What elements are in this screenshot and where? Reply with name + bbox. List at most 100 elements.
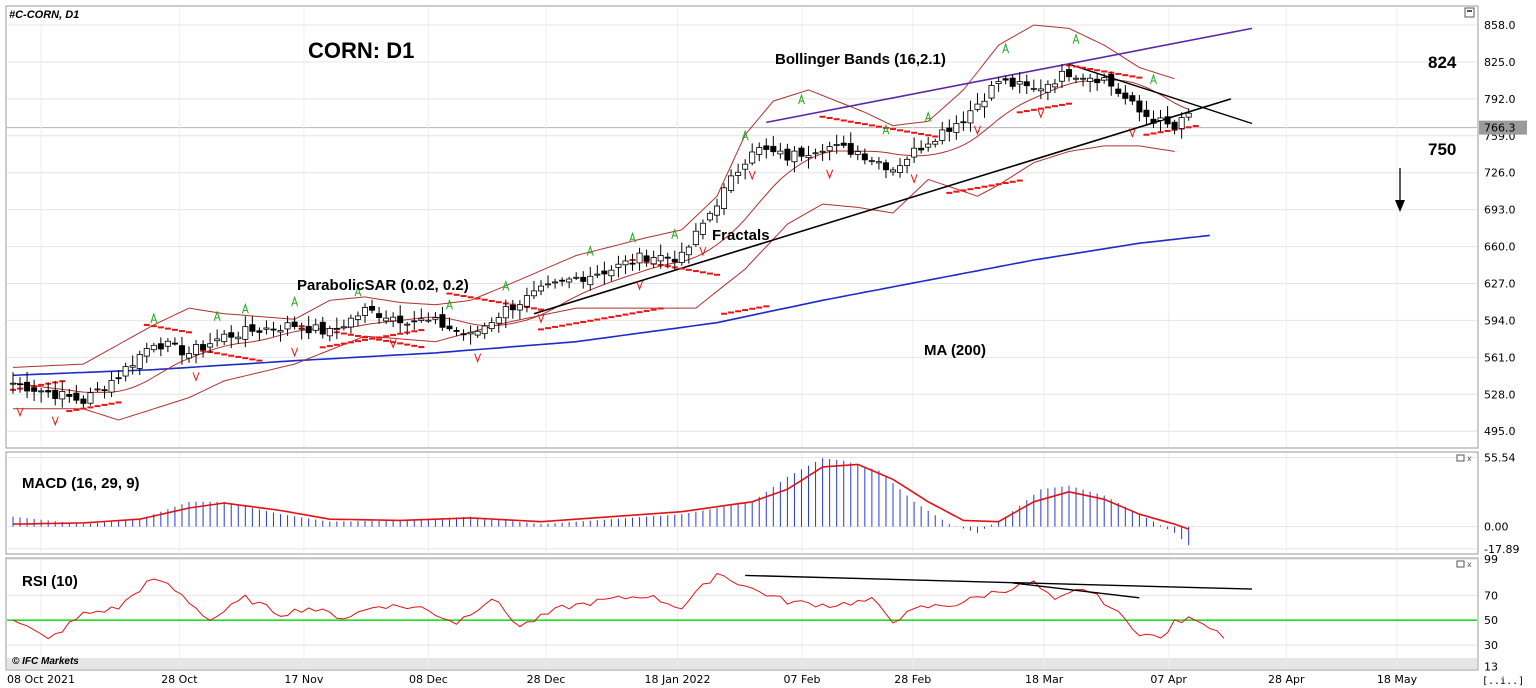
fractal-down-marker — [1037, 109, 1045, 119]
candle-up — [87, 392, 94, 404]
candle — [932, 138, 939, 148]
candle — [185, 346, 192, 363]
candle-up — [143, 348, 150, 357]
candle — [390, 312, 397, 328]
candle-down — [1171, 121, 1178, 130]
candle-up — [692, 230, 699, 245]
price-y-axis: 858.0825.0792.0759.0726.0693.0660.0627.0… — [1479, 19, 1527, 438]
candle-up — [939, 129, 946, 141]
rsi-y-axis: 99 70 50 30 13 — [1484, 553, 1498, 673]
rsi-panel-controls-icon[interactable]: x — [1456, 560, 1472, 569]
candle-up — [833, 144, 840, 146]
candle-down — [24, 381, 31, 392]
symbol-label: #C-CORN, D1 — [9, 9, 79, 21]
candle — [1080, 73, 1087, 87]
candle-up — [953, 123, 960, 133]
fractal-up-marker — [241, 302, 249, 314]
candle-up — [235, 336, 242, 340]
candle-up — [1185, 112, 1192, 118]
level-label-824: 824 — [1428, 53, 1457, 72]
price-tick-label: 495.0 — [1484, 425, 1516, 438]
candle — [692, 223, 699, 247]
candle-down — [601, 270, 608, 275]
candle-down — [157, 343, 164, 350]
candle — [397, 305, 404, 333]
price-tick-label: 594.0 — [1484, 314, 1516, 327]
price-panel-menu-icon[interactable] — [1464, 7, 1475, 18]
candle-down — [1009, 77, 1016, 87]
candle — [115, 370, 122, 385]
candle-up — [995, 81, 1002, 84]
candle — [171, 337, 178, 346]
candle-up — [904, 158, 911, 167]
candle — [826, 141, 833, 161]
candle-up — [129, 365, 136, 368]
candle-up — [650, 257, 657, 265]
fractal-up-marker — [291, 295, 299, 307]
candle — [580, 271, 587, 289]
candle — [432, 312, 439, 325]
rsi-trend-line-long — [745, 574, 1253, 590]
candle-up — [1058, 70, 1065, 82]
candle — [9, 372, 16, 394]
candle — [516, 300, 523, 320]
candle-down — [228, 332, 235, 338]
candle — [819, 143, 826, 161]
candle-down — [453, 330, 460, 332]
rsi-tick-label: 70 — [1484, 589, 1498, 602]
candle — [981, 93, 988, 118]
candle-up — [1080, 77, 1087, 80]
candle-up — [298, 327, 305, 330]
candle-up — [340, 326, 347, 329]
candle-down — [1002, 78, 1009, 81]
candle — [784, 143, 791, 166]
candle-up — [1157, 117, 1164, 121]
candle-down — [200, 344, 207, 351]
candle-up — [1037, 88, 1044, 92]
candle — [235, 331, 242, 344]
candle — [622, 255, 629, 275]
candle — [946, 119, 953, 142]
candle — [742, 159, 749, 180]
candle-up — [221, 333, 228, 343]
candle — [369, 299, 376, 314]
rsi-bottom-band — [7, 658, 1477, 669]
candle-down — [1136, 100, 1143, 113]
candle — [502, 299, 509, 329]
candle-down — [840, 142, 847, 146]
date-tick-label: 28 Dec — [527, 673, 566, 686]
candle — [66, 388, 73, 403]
fractal-up-marker — [671, 228, 679, 239]
candle-up — [1016, 81, 1023, 85]
candle — [1044, 80, 1051, 101]
resistance-trend-line — [1068, 63, 1253, 125]
macd-y-axis: 55.54 0.00 -17.89 — [1484, 452, 1519, 556]
corner-button[interactable]: [..i..] — [1482, 676, 1524, 687]
candle — [1136, 95, 1143, 122]
candle-down — [1143, 109, 1150, 117]
candle-up — [150, 344, 157, 351]
candle-down — [509, 304, 516, 311]
candle — [1171, 119, 1178, 135]
candle — [411, 310, 418, 330]
candle — [150, 342, 157, 353]
candle — [1066, 64, 1073, 82]
candle-up — [284, 322, 291, 330]
annotation-fractals: Fractals — [712, 227, 770, 244]
candle — [777, 142, 784, 159]
last-price-tag — [1479, 120, 1527, 135]
macd-panel-controls-icon[interactable]: x — [1456, 454, 1472, 463]
candle-up — [897, 165, 904, 173]
price-tick-label: 792.0 — [1484, 93, 1516, 106]
candle — [538, 280, 545, 296]
candle-up — [890, 169, 897, 173]
candle — [38, 387, 45, 403]
candle-down — [31, 387, 38, 392]
candle-up — [826, 146, 833, 152]
candle-down — [643, 255, 650, 262]
support-trend-line — [533, 98, 1232, 315]
candle — [291, 316, 298, 330]
candle — [17, 377, 24, 393]
candle-down — [1129, 95, 1136, 102]
candle — [714, 198, 721, 223]
